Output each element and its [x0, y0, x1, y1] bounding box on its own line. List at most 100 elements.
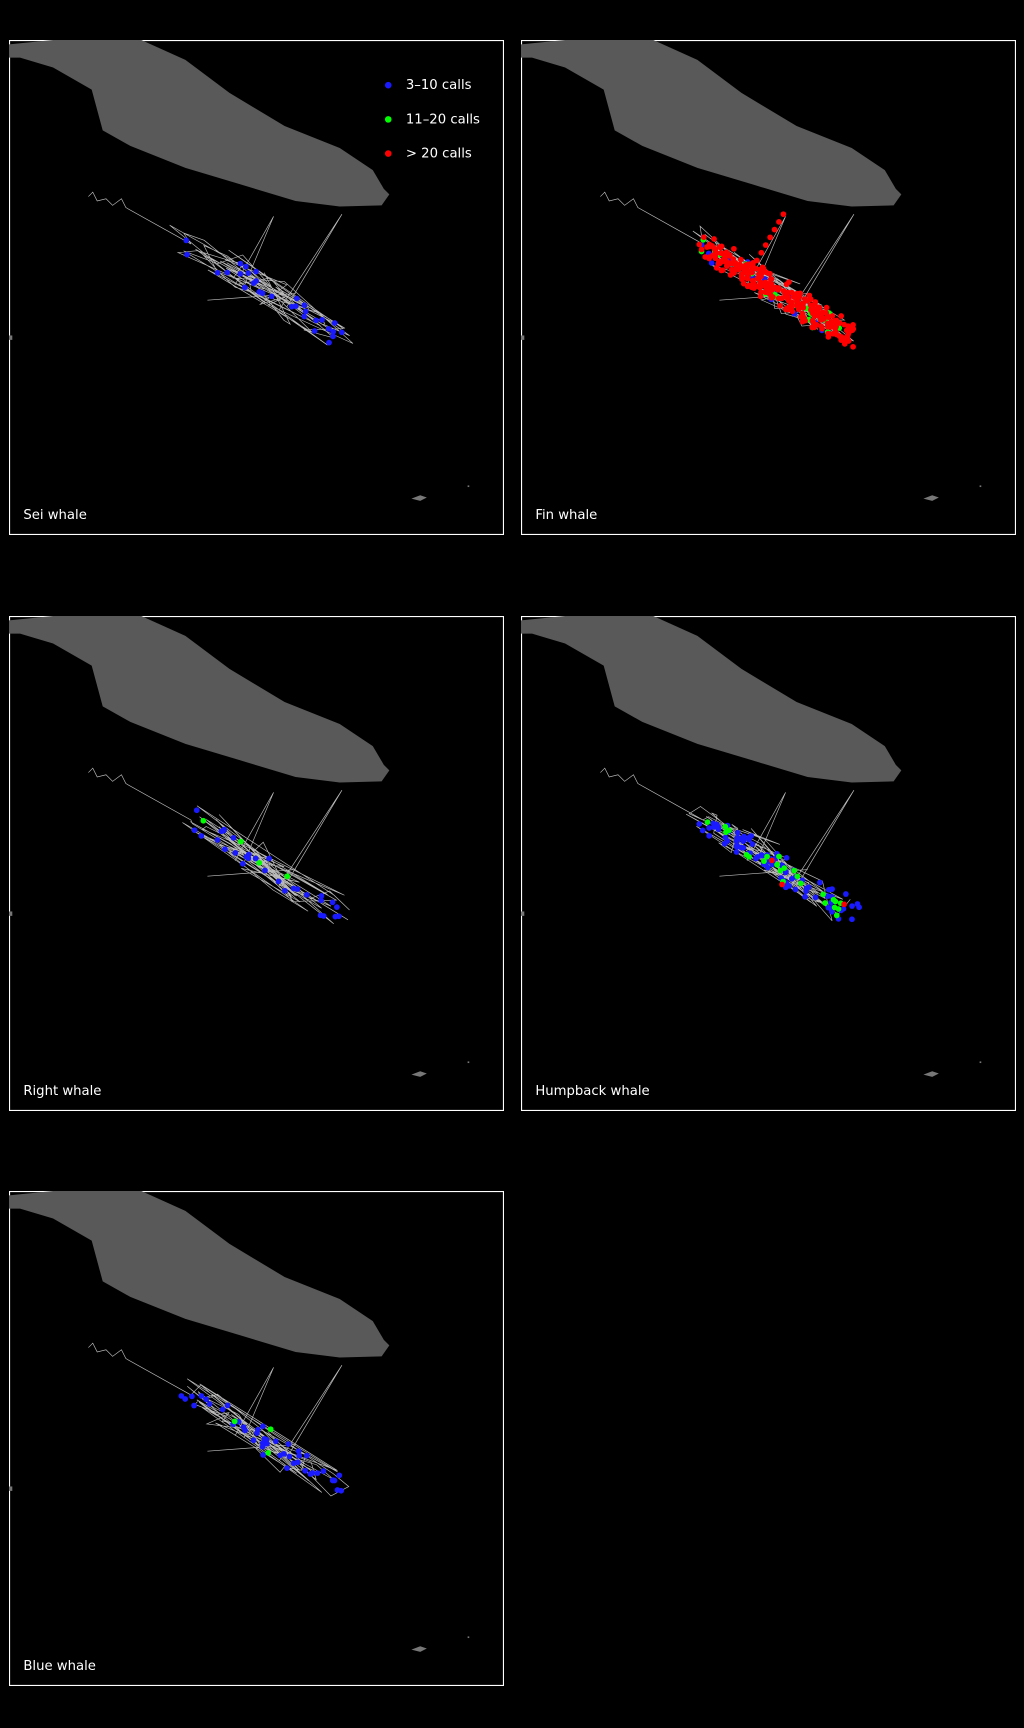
legend-dot — [384, 81, 392, 89]
map-panel: Blue whale — [9, 1191, 504, 1686]
detection-dot — [780, 211, 787, 218]
detection-dot — [746, 836, 752, 843]
detection-dot — [794, 873, 801, 880]
detection-dot — [807, 296, 814, 303]
detection-dot — [841, 321, 847, 328]
detection-dot — [706, 825, 713, 831]
detection-dot — [178, 1393, 185, 1399]
detection-dot — [275, 878, 282, 885]
detection-dot — [822, 900, 828, 906]
detection-dot — [830, 330, 836, 337]
detection-dot — [795, 299, 801, 305]
detection-dot — [232, 850, 239, 856]
detection-dot — [781, 865, 788, 871]
detection-dot — [313, 317, 319, 324]
detection-dot — [716, 258, 722, 265]
survey-track — [88, 1342, 350, 1497]
detection-dot — [189, 1393, 195, 1400]
detection-dot — [302, 1467, 308, 1474]
detection-dot — [719, 267, 726, 274]
detection-dot — [737, 256, 744, 263]
detection-dot — [833, 321, 839, 328]
detection-dot — [231, 1418, 238, 1425]
detection-dot — [754, 257, 760, 264]
panel-label: Sei whale — [23, 508, 86, 523]
detection-dot — [318, 893, 325, 899]
detection-dot — [230, 834, 237, 841]
detection-dot — [819, 325, 826, 332]
detection-dot — [317, 912, 324, 919]
detection-dot — [849, 916, 855, 923]
detection-dot — [266, 855, 272, 862]
detection-dot — [749, 261, 756, 267]
detection-dot — [243, 263, 249, 270]
islet — [467, 485, 470, 488]
detection-dot — [711, 236, 717, 242]
detection-dot — [698, 246, 705, 253]
detection-dot — [193, 807, 200, 814]
detection-dot — [779, 881, 785, 888]
detection-dot — [265, 1449, 272, 1456]
detection-dot — [301, 313, 308, 320]
panel-label: Blue whale — [23, 1659, 96, 1674]
small-island — [411, 1071, 427, 1077]
island — [9, 40, 390, 207]
detection-dot — [758, 289, 764, 296]
detection-dot — [791, 867, 798, 874]
detection-dot — [326, 339, 332, 346]
detection-dot — [733, 849, 740, 855]
detection-dot — [245, 270, 252, 276]
panel-label: Humpback whale — [535, 1084, 649, 1099]
detection-dot — [825, 334, 832, 340]
detection-dot — [224, 269, 231, 276]
detection-dot — [219, 1406, 226, 1413]
map-panel: Right whale — [9, 616, 504, 1111]
detection-dot — [237, 270, 244, 277]
detection-dot — [812, 894, 819, 901]
legend-label: > 20 calls — [406, 147, 472, 162]
detection-dot — [319, 317, 325, 323]
detection-dot — [756, 266, 763, 273]
detection-dot — [261, 1435, 268, 1442]
detection-dot — [762, 269, 769, 276]
detection-dot — [239, 860, 246, 867]
detection-dot — [214, 837, 221, 843]
detection-dot — [318, 897, 324, 904]
detection-dot — [200, 817, 207, 824]
detection-dot — [214, 269, 221, 276]
detection-dot — [802, 296, 808, 303]
detection-dot — [730, 256, 737, 262]
detection-dot — [206, 1401, 213, 1407]
detection-dot — [303, 891, 310, 898]
detection-dot — [736, 835, 743, 842]
detection-dot — [847, 325, 854, 332]
transect-line — [207, 790, 343, 887]
detection-dot — [813, 322, 820, 328]
coast-mark — [9, 911, 13, 916]
detection-dot — [811, 301, 818, 308]
detection-dot — [706, 832, 713, 839]
detection-dot — [256, 289, 263, 295]
detection-dot — [253, 268, 259, 275]
map-panel: Humpback whale — [521, 616, 1016, 1111]
islet — [467, 1061, 470, 1064]
detection-dot — [706, 243, 713, 250]
detection-dot — [264, 1440, 270, 1447]
panel-label: Fin whale — [535, 508, 597, 523]
detection-dot — [335, 913, 342, 920]
detection-dot — [777, 302, 783, 309]
detection-dot — [745, 273, 751, 279]
detection-dot — [716, 244, 723, 250]
detection-dot — [776, 853, 782, 860]
detection-dot — [767, 280, 774, 286]
detection-dot — [722, 823, 729, 830]
detection-dot — [798, 880, 804, 887]
detection-dot — [736, 263, 743, 270]
detection-dot — [237, 260, 244, 267]
detection-dot — [731, 269, 738, 276]
detection-dot — [288, 303, 295, 310]
detection-dot — [293, 295, 300, 302]
detection-dot — [260, 1452, 266, 1458]
detection-dot — [320, 1468, 327, 1474]
